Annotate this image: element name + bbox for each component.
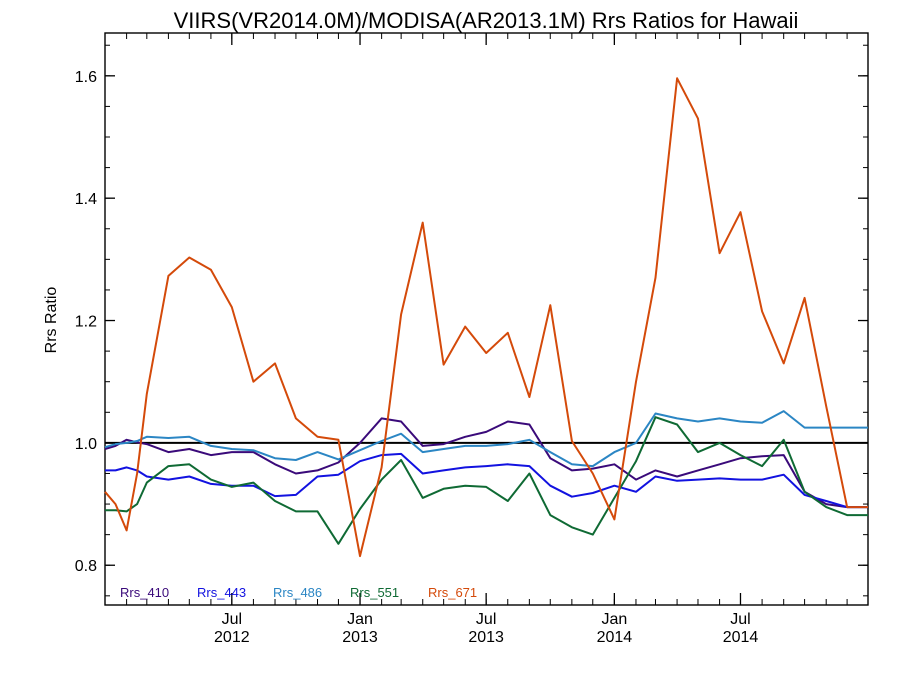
series-line-rrs-551	[105, 416, 868, 545]
y-tick-label: 1.2	[75, 314, 97, 331]
x-tick-month-label: Jul	[476, 611, 496, 628]
legend-item-rrs-551: Rrs_551	[350, 585, 399, 600]
x-tick-month-label: Jan	[347, 611, 373, 628]
y-tick-label: 1.4	[75, 191, 97, 208]
x-tick-year-label: 2013	[468, 629, 504, 646]
y-tick-label: 1.6	[75, 69, 97, 86]
legend-item-rrs-443: Rrs_443	[197, 585, 246, 600]
series-line-rrs-410	[104, 417, 868, 509]
series-line-rrs-671	[104, 77, 868, 558]
series-line-rrs-486	[104, 410, 868, 468]
y-axis-label: Rrs Ratio	[43, 287, 60, 354]
legend-item-rrs-671: Rrs_671	[428, 585, 477, 600]
x-tick-month-label: Jan	[601, 611, 627, 628]
x-tick-month-label: Jul	[730, 611, 750, 628]
plot-frame	[104, 32, 869, 606]
x-tick-year-label: 2014	[597, 629, 633, 646]
x-tick-year-label: 2013	[342, 629, 378, 646]
x-tick-year-label: 2014	[723, 629, 759, 646]
y-tick-label: 1.0	[75, 436, 97, 453]
legend-item-rrs-410: Rrs_410	[120, 585, 169, 600]
x-tick-year-label: 2012	[214, 629, 250, 646]
legend: Rrs_410 Rrs_443 Rrs_486 Rrs_551 Rrs_671	[120, 585, 477, 600]
series-layer	[104, 77, 868, 558]
x-tick-month-label: Jul	[222, 611, 242, 628]
series-line-rrs-443	[105, 452, 868, 509]
chart-title: VIIRS(VR2014.0M)/MODISA(AR2013.1M) Rrs R…	[174, 8, 799, 33]
y-axis-ticks: 0.8 1.0 1.2 1.4 1.6	[75, 44, 868, 597]
legend-item-rrs-486: Rrs_486	[273, 585, 322, 600]
y-tick-label: 0.8	[75, 558, 97, 575]
